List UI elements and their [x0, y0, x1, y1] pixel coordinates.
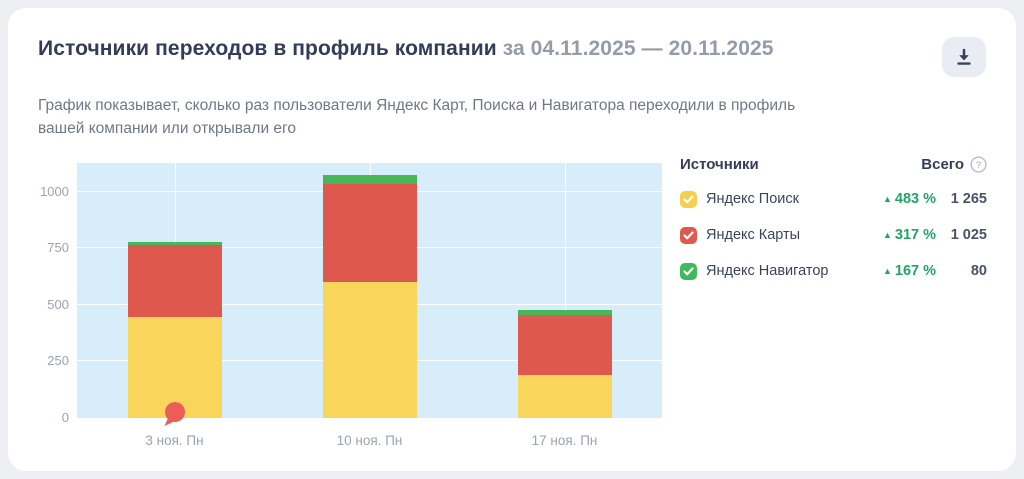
- legend-label: Яндекс Навигатор: [706, 263, 829, 279]
- bar-segment[interactable]: [127, 241, 222, 246]
- legend-header: Источники Всего ?: [680, 154, 987, 174]
- checkbox-yandex-maps[interactable]: [680, 226, 697, 244]
- stacked-bar[interactable]: [322, 175, 417, 418]
- legend-sources-header: Источники: [680, 155, 759, 173]
- delta-badge: ▲ 483 %: [882, 191, 936, 207]
- stacked-bar[interactable]: [127, 241, 222, 418]
- checkbox-yandex-search[interactable]: [680, 190, 697, 208]
- traffic-sources-card: Источники переходов в профиль компании з…: [8, 8, 1016, 471]
- legend-item-yandex-maps[interactable]: Яндекс Карты ▲ 317 % 1 025: [680, 225, 987, 245]
- bar-segment[interactable]: [127, 317, 222, 418]
- card-header: Источники переходов в профиль компании з…: [38, 36, 986, 77]
- total-value: 80: [970, 263, 987, 279]
- bar-segment[interactable]: [517, 315, 612, 376]
- delta-up-icon: ▲: [882, 265, 892, 276]
- y-axis: 0 250 500 750 1000: [8, 163, 69, 425]
- bar-segment[interactable]: [322, 184, 417, 283]
- download-icon: [955, 48, 973, 66]
- delta-badge: ▲ 317 %: [882, 227, 936, 243]
- delta-up-icon: ▲: [882, 229, 892, 240]
- bar-segment[interactable]: [322, 282, 417, 418]
- bar-segment[interactable]: [517, 375, 612, 418]
- map-pin-marker[interactable]: [161, 401, 189, 434]
- bar-segment[interactable]: [322, 175, 417, 185]
- delta-badge: ▲ 167 %: [882, 263, 936, 279]
- bar-segment[interactable]: [517, 309, 612, 316]
- x-tick-label: 10 ноя. Пн: [336, 433, 403, 448]
- date-range: за 04.11.2025 — 20.11.2025: [502, 37, 774, 60]
- x-tick-label: 17 ноя. Пн: [531, 433, 598, 448]
- page-title-text: Источники переходов в профиль компании: [38, 37, 497, 60]
- download-button[interactable]: [942, 37, 986, 77]
- stacked-bar[interactable]: [517, 309, 612, 418]
- chart-plot-area: [77, 163, 662, 426]
- help-icon[interactable]: ?: [970, 155, 987, 173]
- bar-segment[interactable]: [127, 245, 222, 318]
- legend-label: Яндекс Карты: [706, 227, 801, 243]
- legend-item-yandex-navigator[interactable]: Яндекс Навигатор ▲ 167 % 80: [680, 261, 987, 281]
- y-tick-label: 0: [61, 410, 69, 425]
- checkbox-yandex-navigator[interactable]: [680, 262, 697, 280]
- total-value: 1 025: [950, 227, 987, 243]
- delta-up-icon: ▲: [882, 193, 892, 204]
- chart-description: График показывает, сколько раз пользоват…: [38, 97, 796, 137]
- legend-label: Яндекс Поиск: [706, 191, 799, 207]
- page-title: Источники переходов в профиль компании з…: [38, 36, 774, 62]
- chart-legend: Источники Всего ? Яндекс Поиск ▲ 483: [680, 154, 987, 297]
- legend-item-yandex-search[interactable]: Яндекс Поиск ▲ 483 % 1 265: [680, 189, 987, 209]
- y-tick-label: 250: [47, 353, 69, 369]
- y-tick-label: 750: [47, 240, 69, 256]
- gridline-vertical: [564, 163, 566, 418]
- y-tick-label: 500: [47, 296, 69, 312]
- x-tick-label: 3 ноя. Пн: [145, 433, 204, 448]
- x-axis: 3 ноя. Пн 10 ноя. Пн 17 ноя. Пн: [77, 425, 662, 448]
- svg-text:?: ?: [976, 160, 981, 171]
- y-tick-label: 1000: [40, 183, 69, 199]
- legend-total-header: Всего: [921, 155, 964, 173]
- total-value: 1 265: [950, 191, 987, 207]
